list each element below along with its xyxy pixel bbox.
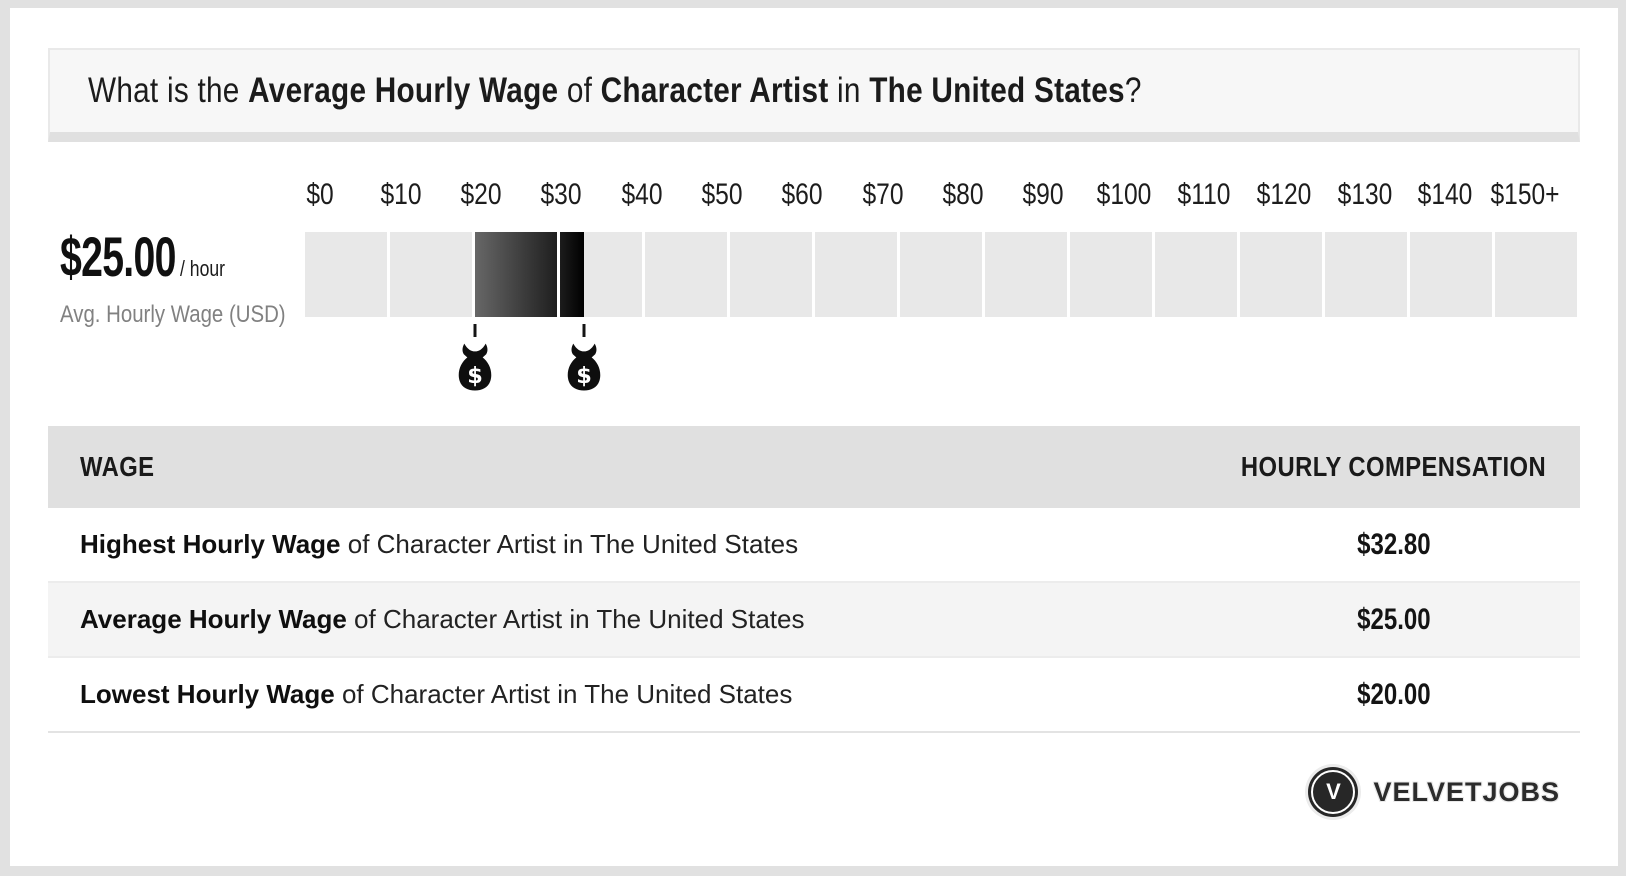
segment-gap bbox=[726, 232, 730, 317]
segment-gap bbox=[1322, 232, 1325, 317]
wage-row-label-rest: of Character Artist in The United States bbox=[334, 679, 793, 709]
wage-row-label-emphasis: Highest Hourly Wage bbox=[80, 529, 341, 559]
money-bag-icon: $ bbox=[567, 343, 601, 391]
marker-dash bbox=[582, 324, 586, 337]
velvetjobs-logo-icon: V bbox=[1308, 767, 1359, 817]
wage-scale-chart: $25.00 / hour Avg. Hourly Wage (USD) $0 $… bbox=[48, 178, 1580, 396]
wage-row-value: $25.00 bbox=[1357, 602, 1431, 636]
segment-gap bbox=[557, 232, 560, 317]
column-header-wage: WAGE bbox=[80, 451, 155, 482]
wage-axis: $0 $10 $20 $30 $40 $50 $60 $70 $80 $90 $100 $110 $12… bbox=[305, 178, 1580, 396]
wage-table: WAGE HOURLY COMPENSATION Highest Hourly … bbox=[48, 426, 1580, 733]
title-emphasis: Average Hourly Wage bbox=[248, 71, 559, 110]
page-title: What is the Average Hourly Wage of Chara… bbox=[88, 71, 1142, 111]
segment-gap bbox=[471, 232, 475, 317]
table-header-row: WAGE HOURLY COMPENSATION bbox=[48, 426, 1580, 508]
title-text: in bbox=[828, 71, 870, 110]
segment-gap bbox=[1406, 232, 1410, 317]
scale-segment bbox=[900, 232, 982, 317]
axis-tick-label: $60 bbox=[781, 178, 823, 211]
axis-tick-label: $70 bbox=[862, 178, 904, 211]
logo-wordmark: VELVETJOBS bbox=[1373, 776, 1560, 807]
title-emphasis: Character Artist bbox=[600, 71, 829, 110]
average-wage-caption: Avg. Hourly Wage (USD) bbox=[60, 301, 286, 328]
segment-gap bbox=[897, 232, 900, 317]
segment-gap bbox=[812, 232, 815, 317]
average-wage-per-unit: / hour bbox=[179, 256, 225, 281]
wage-row-value-cell: $25.00 bbox=[1208, 603, 1580, 637]
axis-tick-label: $0 bbox=[306, 178, 334, 211]
axis-tick-label: $100 bbox=[1096, 178, 1151, 211]
wage-row-label-rest: of Character Artist in The United States bbox=[340, 529, 799, 559]
svg-text:$: $ bbox=[576, 363, 592, 389]
scale-segment bbox=[985, 232, 1067, 317]
wage-row-label: Average Hourly Wage of Character Artist … bbox=[48, 604, 1208, 635]
money-bag-icon: $ bbox=[458, 343, 492, 391]
table-row: Highest Hourly Wage of Character Artist … bbox=[48, 508, 1580, 581]
wage-track bbox=[305, 232, 1580, 317]
scale-segment bbox=[730, 232, 812, 317]
scale-segment bbox=[645, 232, 727, 317]
segment-gap bbox=[641, 232, 645, 317]
title-text: ? bbox=[1124, 71, 1142, 110]
segment-gap bbox=[1492, 232, 1495, 317]
wage-row-label: Lowest Hourly Wage of Character Artist i… bbox=[48, 679, 1208, 710]
axis-tick-label: $120 bbox=[1256, 178, 1312, 211]
wage-row-label: Highest Hourly Wage of Character Artist … bbox=[48, 529, 1208, 560]
segment-gap bbox=[1151, 232, 1155, 317]
average-wage-amount: $25.00 bbox=[60, 225, 176, 288]
title-emphasis: The United States bbox=[869, 71, 1125, 110]
wage-range-bar bbox=[475, 232, 584, 317]
scale-segment bbox=[815, 232, 897, 317]
axis-tick-label: $10 bbox=[380, 178, 422, 211]
logo-v-monogram: V bbox=[1326, 779, 1341, 804]
wage-marker-lowest: $ bbox=[456, 324, 495, 391]
scale-segment bbox=[1410, 232, 1492, 317]
segment-gap bbox=[1067, 232, 1070, 317]
axis-tick-label: $80 bbox=[942, 178, 984, 211]
marker-dash bbox=[473, 324, 477, 337]
axis-tick-label: $140 bbox=[1417, 178, 1473, 211]
svg-text:$: $ bbox=[467, 363, 483, 389]
brand-logo: V VELVETJOBS bbox=[10, 767, 1560, 817]
wage-row-label-emphasis: Average Hourly Wage bbox=[80, 604, 347, 634]
table-row: Lowest Hourly Wage of Character Artist i… bbox=[48, 656, 1580, 731]
wage-row-value: $32.80 bbox=[1357, 527, 1431, 561]
table-row: Average Hourly Wage of Character Artist … bbox=[48, 581, 1580, 656]
segment-gap bbox=[1237, 232, 1240, 317]
scale-segment bbox=[1070, 232, 1152, 317]
axis-tick-label: $90 bbox=[1022, 178, 1064, 211]
segment-gap bbox=[981, 232, 985, 317]
wage-marker-highest: $ bbox=[564, 324, 603, 391]
axis-tick-label: $20 bbox=[460, 178, 502, 211]
scale-segment bbox=[390, 232, 472, 317]
wage-row-value-cell: $20.00 bbox=[1208, 678, 1580, 712]
column-header-hourly-compensation: HOURLY COMPENSATION bbox=[1241, 451, 1547, 482]
wage-row-value-cell: $32.80 bbox=[1208, 528, 1580, 562]
average-wage-summary: $25.00 / hour Avg. Hourly Wage (USD) bbox=[48, 178, 305, 396]
axis-tick-label: $50 bbox=[701, 178, 743, 211]
wage-row-label-emphasis: Lowest Hourly Wage bbox=[80, 679, 335, 709]
axis-tick-label: $130 bbox=[1337, 178, 1392, 211]
scale-segment bbox=[1325, 232, 1407, 317]
axis-tick-label: $30 bbox=[540, 178, 582, 211]
average-wage-amount-row: $25.00 / hour bbox=[60, 224, 305, 289]
title-text: of bbox=[558, 71, 601, 110]
segment-gap bbox=[386, 232, 390, 317]
question-header: What is the Average Hourly Wage of Chara… bbox=[48, 48, 1580, 142]
wage-row-value: $20.00 bbox=[1357, 677, 1431, 711]
scale-segment bbox=[305, 232, 387, 317]
scale-segment bbox=[1495, 232, 1577, 317]
axis-tick-label: $150+ bbox=[1490, 178, 1560, 211]
axis-tick-label: $40 bbox=[621, 178, 663, 211]
title-text: What is the bbox=[88, 71, 249, 110]
scale-segment bbox=[1240, 232, 1322, 317]
wage-row-label-rest: of Character Artist in The United States bbox=[346, 604, 805, 634]
axis-tick-label: $110 bbox=[1177, 178, 1231, 211]
scale-segment bbox=[1155, 232, 1237, 317]
